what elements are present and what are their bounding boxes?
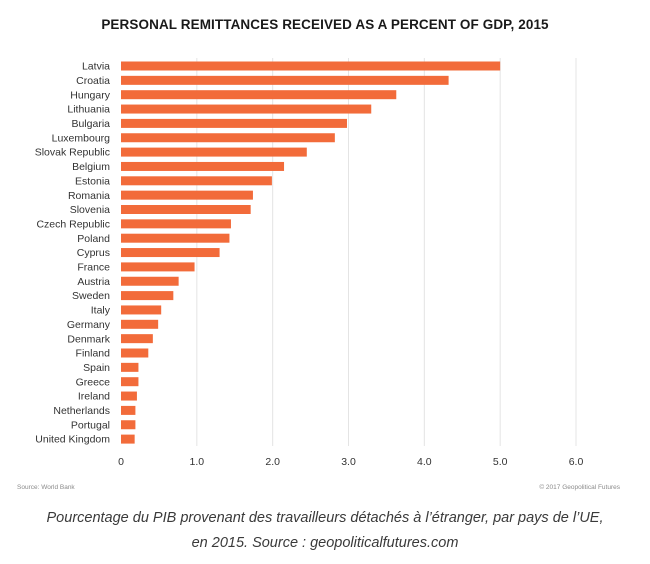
category-labels: Latvia Croatia Hungary Lithuania Bulgaria Lux… [35,61,111,446]
bar [121,377,139,387]
category-label: Bulgaria [71,118,110,130]
bar [121,291,174,301]
bar [121,334,153,344]
bar [121,133,335,143]
category-label: Cyprus [77,247,110,259]
source-note: Source: World Bank [17,484,75,491]
caption-line-2: en 2015. Source : geopoliticalfutures.co… [191,535,459,551]
category-label: France [77,262,110,274]
category-label: Latvia [82,61,110,73]
category-label: Estonia [75,175,110,187]
bar [121,61,501,71]
bar [121,205,251,214]
bar [121,262,195,272]
x-tick-label: 5.0 [493,456,508,468]
caption-line-1: Pourcentage du PIB provenant des travail… [46,510,604,526]
bars [121,61,501,444]
bar [121,391,137,401]
category-label: Germany [67,319,111,331]
category-label: Poland [77,233,110,245]
category-label: Slovenia [70,204,110,216]
category-label: Portugal [71,419,110,431]
x-axis-ticks: 0 1.0 2.0 3.0 4.0 5.0 6.0 [118,456,583,468]
bar [121,147,307,157]
category-label: Finland [76,348,111,360]
bar-chart: Latvia Croatia Hungary Lithuania Bulgaria Lux… [35,58,583,468]
category-label: Austria [77,276,110,288]
category-label: Hungary [70,89,110,101]
bar [121,176,272,186]
figure-caption: Pourcentage du PIB provenant des travail… [0,506,650,556]
category-label: Denmark [67,333,110,345]
bar [121,233,230,243]
category-label: Italy [91,305,111,317]
bar [121,362,139,372]
x-tick-label: 4.0 [417,456,432,468]
category-label: Sweden [72,290,110,302]
bar [121,319,159,329]
bar [121,104,372,114]
category-label: Greece [76,376,111,388]
x-tick-label: 0 [118,456,124,468]
bar [121,305,162,315]
chart-title: PERSONAL REMITTANCES RECEIVED AS A PERCE… [101,17,549,32]
category-label: Spain [83,362,110,374]
bar [121,190,253,200]
category-label: Luxembourg [52,132,111,144]
category-label: Ireland [78,391,110,403]
category-label: Romania [68,190,110,202]
x-tick-label: 6.0 [569,456,584,468]
category-label: Lithuania [67,104,110,116]
bar [121,118,347,128]
bar [121,219,231,229]
gridlines [196,58,577,446]
bar [121,248,220,258]
category-label: Croatia [76,75,110,87]
bar [121,75,449,85]
bar [121,405,136,415]
category-label: Slovak Republic [35,147,110,159]
copyright-note: © 2017 Geopolitical Futures [539,484,620,491]
category-label: Belgium [72,161,110,173]
bar [121,276,179,286]
bar [121,161,285,171]
bar [121,434,135,444]
bar [121,90,397,100]
bar [121,348,149,358]
category-label: United Kingdom [35,434,110,446]
x-tick-label: 2.0 [265,456,280,468]
category-label: Netherlands [53,405,110,417]
category-label: Czech Republic [36,218,110,230]
bar [121,420,136,430]
chart-panel: PERSONAL REMITTANCES RECEIVED AS A PERCE… [17,17,620,491]
x-tick-label: 3.0 [341,456,356,468]
x-tick-label: 1.0 [190,456,205,468]
